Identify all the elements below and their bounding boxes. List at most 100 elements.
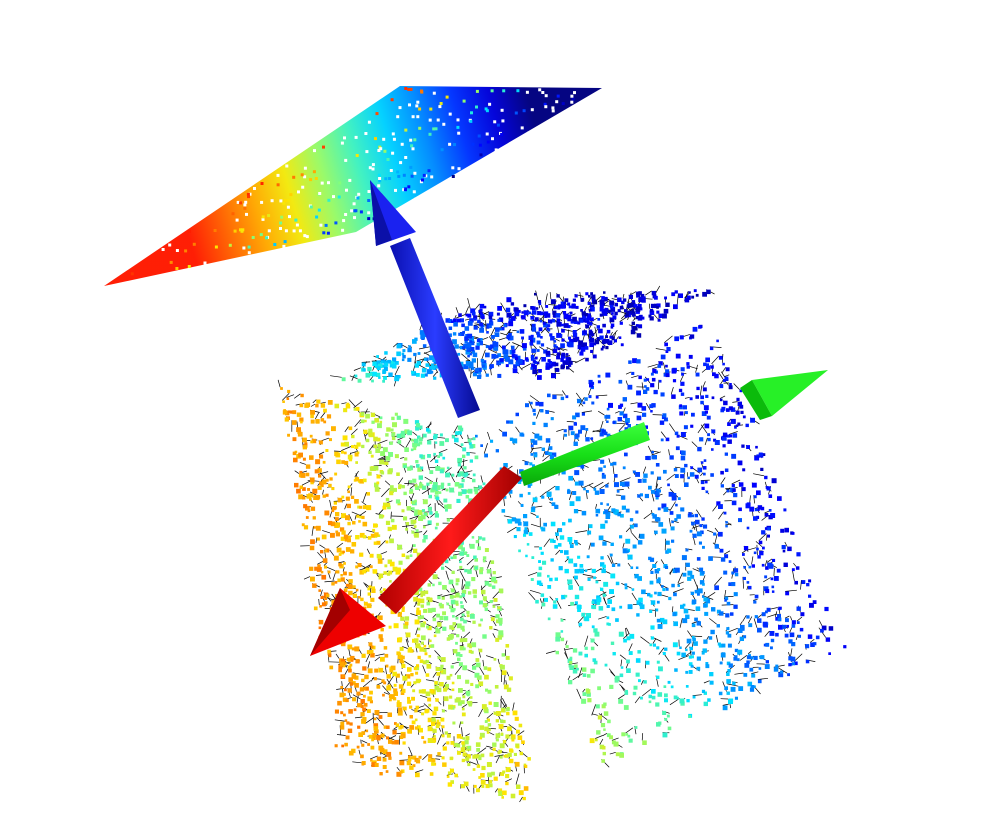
normal-vector <box>527 527 530 533</box>
cube-point <box>474 566 478 570</box>
normal-vector <box>711 355 720 365</box>
cube-point <box>586 316 590 321</box>
cube-point <box>376 685 381 689</box>
normal-vector <box>458 557 464 561</box>
cube-point <box>375 448 380 453</box>
cube-point <box>590 385 594 390</box>
cube-point <box>422 485 427 490</box>
cube-point <box>791 532 795 535</box>
cube-point <box>317 468 322 473</box>
cube-point <box>357 378 362 383</box>
cube-point <box>356 691 361 696</box>
cube-point <box>691 412 695 417</box>
normal-vector <box>572 576 580 587</box>
cube-point <box>665 587 669 591</box>
cube-point <box>718 691 723 696</box>
cube-point <box>603 711 609 716</box>
cube-point <box>407 430 412 436</box>
cube-point <box>442 626 447 631</box>
cube-point <box>377 534 381 537</box>
cube-point <box>572 491 577 495</box>
cube-point <box>663 308 669 314</box>
cube-point <box>616 490 620 493</box>
cube-point <box>357 563 362 568</box>
cube-point <box>446 518 451 522</box>
normal-vector <box>766 534 768 541</box>
cube-point <box>412 764 416 768</box>
cube-point <box>469 444 474 449</box>
plane-point <box>341 228 345 232</box>
cube-point <box>340 574 343 577</box>
cube-point <box>334 709 339 714</box>
cube-point <box>340 721 345 726</box>
normal-vector <box>492 633 496 639</box>
cube-point <box>624 691 629 695</box>
normal-vector <box>344 426 349 433</box>
cube-point <box>365 413 370 419</box>
normal-vector <box>498 429 503 432</box>
cube-point <box>393 487 397 492</box>
plane-point <box>384 177 388 181</box>
cube-point <box>409 488 413 492</box>
plane-point <box>436 118 440 122</box>
cube-point <box>692 326 698 332</box>
cube-point <box>492 605 496 608</box>
cube-point <box>362 505 367 510</box>
cube-point <box>619 305 624 310</box>
cube-point <box>664 296 667 300</box>
cube-point <box>479 732 485 738</box>
plane-point <box>245 212 248 216</box>
cube-point <box>359 570 364 575</box>
cube-point <box>361 718 366 724</box>
normal-vector <box>362 563 372 570</box>
cube-point <box>305 505 310 511</box>
cube-point <box>433 365 437 368</box>
cube-point <box>791 642 796 647</box>
cube-point <box>545 451 549 455</box>
normal-vector <box>564 647 573 651</box>
plane-point <box>488 102 492 106</box>
cube-point <box>626 668 631 673</box>
cube-point <box>737 628 743 633</box>
cube-point <box>610 542 614 546</box>
cube-point <box>460 604 464 609</box>
cube-point <box>574 664 578 668</box>
cube-point <box>821 625 827 631</box>
cube-point <box>641 293 645 298</box>
cube-point <box>369 690 373 695</box>
cube-point <box>305 516 309 519</box>
cube-point <box>557 347 561 351</box>
cube-point <box>341 377 346 382</box>
cube-point <box>415 759 421 764</box>
cube-point <box>727 669 731 673</box>
cube-point <box>750 656 754 660</box>
cube-point <box>652 368 657 374</box>
plane-point <box>397 174 401 178</box>
cube-point <box>593 660 598 665</box>
cube-point <box>683 608 689 614</box>
plane-point <box>484 107 488 111</box>
cube-point <box>720 652 726 658</box>
cube-point <box>300 472 306 478</box>
cube-point <box>471 358 476 363</box>
normal-vector <box>521 363 532 369</box>
cube-point <box>756 490 761 496</box>
cube-point <box>580 347 586 352</box>
cube-point <box>358 596 361 599</box>
plane-point <box>353 216 356 220</box>
cube-point <box>699 567 704 572</box>
cube-point <box>677 584 680 587</box>
cube-point <box>480 358 485 363</box>
cube-point <box>655 491 660 496</box>
cube-point <box>361 731 366 735</box>
cube-point <box>579 586 584 591</box>
cube-point <box>579 351 584 356</box>
cube-point <box>417 467 422 472</box>
cube-point <box>441 709 445 713</box>
cube-point <box>561 328 565 333</box>
cube-point <box>467 643 472 648</box>
cube-point <box>379 420 383 424</box>
plane-point <box>289 193 293 197</box>
